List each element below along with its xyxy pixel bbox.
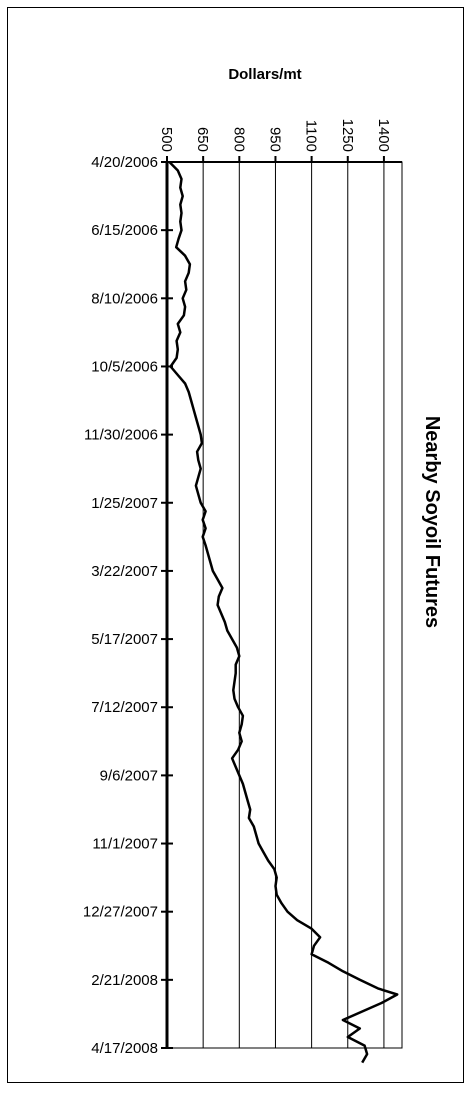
gridlines bbox=[202, 162, 385, 1048]
date-tick-label: 1/25/2007 bbox=[91, 495, 158, 512]
chart-title: Nearby Soyoil Futures bbox=[421, 416, 443, 628]
axes: 500 650 800 950 1100 1250 1400 4/20/2006 6/15/20… bbox=[83, 119, 402, 1057]
date-tick-label: 11/30/2006 bbox=[84, 427, 158, 444]
date-tick-label: 3/22/2007 bbox=[91, 563, 158, 580]
series-layer bbox=[168, 161, 399, 1064]
date-tick-label: 11/1/2007 bbox=[92, 836, 158, 853]
date-tick-label: 9/6/2007 bbox=[100, 767, 158, 784]
date-tick-label: 4/20/2006 bbox=[91, 154, 158, 171]
series-line bbox=[168, 161, 399, 1064]
date-tick-label: 2/21/2008 bbox=[91, 972, 158, 989]
value-axis-title: Dollars/mt bbox=[228, 66, 301, 83]
date-tick-label: 7/12/2007 bbox=[91, 699, 158, 716]
date-tick-label: 12/27/2007 bbox=[83, 904, 158, 921]
value-tick-label: 1250 bbox=[339, 119, 356, 152]
value-tick-label: 650 bbox=[194, 127, 211, 152]
date-tick-label: 6/15/2006 bbox=[91, 222, 158, 239]
value-tick-label: 1400 bbox=[375, 119, 392, 152]
chart-frame bbox=[7, 7, 464, 1083]
plot-area-border bbox=[166, 161, 403, 1049]
date-tick-label: 10/5/2006 bbox=[91, 358, 158, 375]
value-tick-label: 1100 bbox=[303, 120, 320, 152]
date-tick-label: 5/17/2007 bbox=[91, 631, 158, 648]
value-tick-label: 500 bbox=[158, 127, 175, 152]
date-tick-label: 8/10/2006 bbox=[91, 290, 158, 307]
value-tick-label: 800 bbox=[230, 127, 247, 152]
date-tick-label: 4/17/2008 bbox=[91, 1040, 158, 1057]
value-tick-label: 950 bbox=[266, 127, 283, 152]
